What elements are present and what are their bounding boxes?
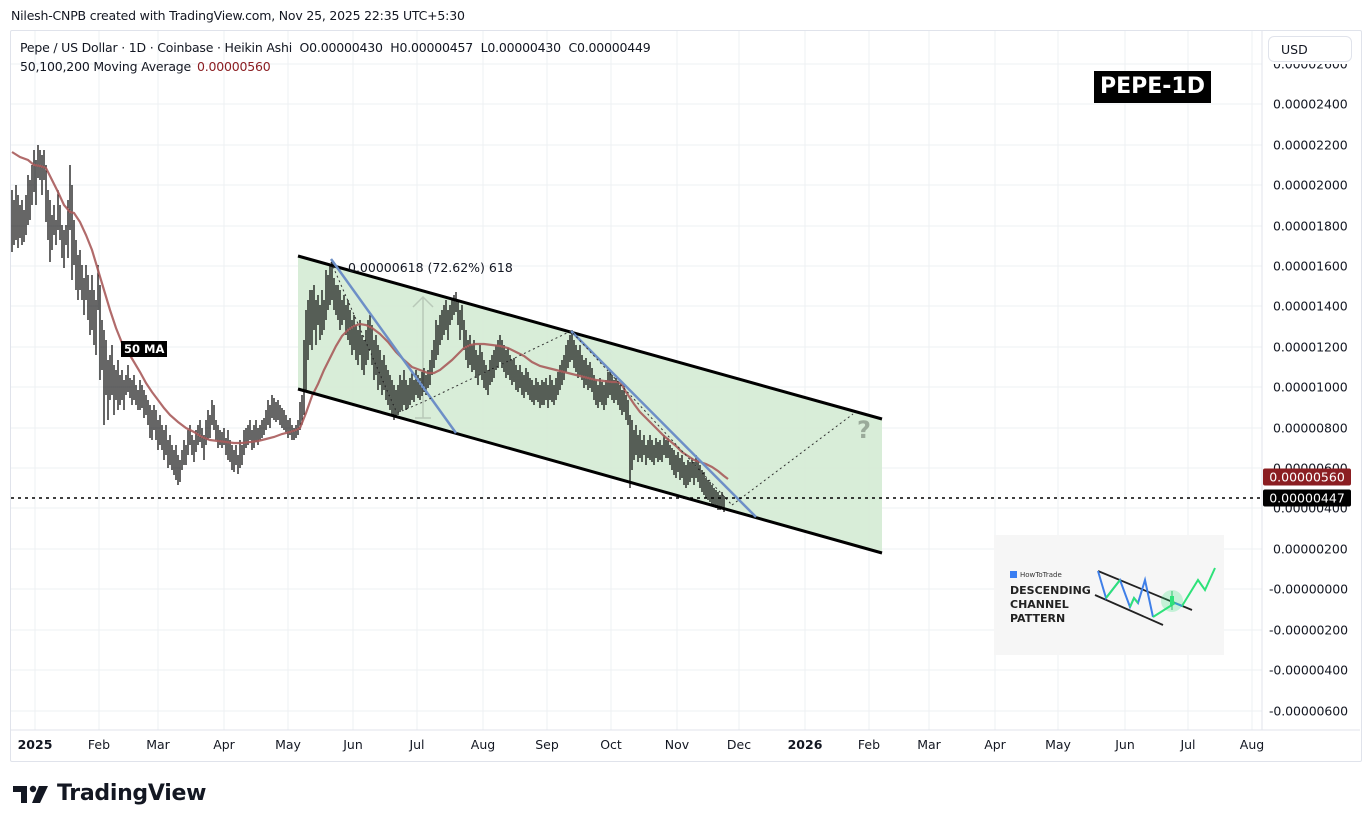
y-tick: -0.00000600 [1269, 703, 1348, 719]
tradingview-logo-icon [13, 785, 48, 803]
ma-price-tag: 0.00000560 [1263, 468, 1351, 486]
chart-credit: Nilesh-CNPB created with TradingView.com… [11, 8, 465, 23]
y-tick: 0.00002200 [1273, 137, 1348, 153]
descending-channel-inset: HowToTrade DESCENDING CHANNEL PATTERN [994, 535, 1224, 655]
tradingview-logo[interactable]: TradingView [13, 781, 206, 806]
dotted-projection-paths [330, 261, 854, 506]
legend-high: H0.00000457 [390, 40, 474, 55]
x-tick: May [275, 737, 301, 752]
chart-legend: Pepe / US Dollar · 1D · Coinbase · Heiki… [20, 38, 651, 76]
x-tick: Mar [146, 737, 170, 752]
x-tick: Aug [1239, 737, 1265, 752]
legend-open: O0.00000430 [299, 40, 383, 55]
legend-close: C0.00000449 [568, 40, 651, 55]
channel-upper-line [297, 254, 883, 421]
trendline-blue-2 [570, 330, 757, 518]
legend-low: L0.00000430 [480, 40, 562, 55]
x-tick: Aug [470, 737, 496, 752]
inset-title-line: PATTERN [1010, 612, 1066, 625]
y-tick: -0.00000000 [1269, 581, 1348, 597]
x-tick: Apr [984, 737, 1006, 752]
measure-arrow [412, 295, 434, 419]
x-tick: Mar [917, 737, 941, 752]
y-tick: 0.00001400 [1273, 298, 1348, 314]
y-tick: -0.00000200 [1269, 622, 1348, 638]
question-mark-annotation: ? [857, 416, 871, 444]
y-tick: 0.00002400 [1273, 96, 1348, 112]
y-tick: 0.00000200 [1273, 541, 1348, 557]
channel-lower-line [297, 387, 883, 555]
y-tick: 0.00001600 [1273, 258, 1348, 274]
x-tick: Feb [857, 737, 881, 752]
howtotrade-brand: HowToTrade [1010, 571, 1062, 579]
price-bars [11, 145, 725, 512]
y-tick: 0.00001000 [1273, 379, 1348, 395]
x-tick: Feb [87, 737, 111, 752]
x-tick: Dec [726, 737, 752, 752]
grid-horizontal [11, 63, 1262, 712]
y-tick: 0.00001800 [1273, 218, 1348, 234]
x-tick: 2025 [17, 737, 53, 752]
inset-pattern-drawing [994, 535, 1224, 655]
legend-ma-row: 50,100,200 Moving Average 0.00000560 [20, 57, 651, 76]
y-tick: 0.00000800 [1273, 420, 1348, 436]
x-tick: Oct [600, 737, 622, 752]
x-tick: 2026 [787, 737, 823, 752]
legend-ma-label[interactable]: 50,100,200 Moving Average [20, 59, 192, 74]
howtotrade-brand-text: HowToTrade [1020, 571, 1062, 579]
trendline-blue-1 [329, 258, 458, 434]
y-tick: 0.00001200 [1273, 339, 1348, 355]
x-tick: May [1045, 737, 1071, 752]
x-tick: Apr [213, 737, 235, 752]
y-tick: 0.00002000 [1273, 177, 1348, 193]
measure-annotation: 0.00000618 (72.62%) 618 [348, 260, 513, 275]
x-tick: Nov [664, 737, 690, 752]
x-tick: Jul [409, 737, 425, 752]
x-tick: Jun [343, 737, 363, 752]
legend-symbol-row: Pepe / US Dollar · 1D · Coinbase · Heiki… [20, 38, 651, 57]
y-tick: 0.00002600 [1273, 56, 1348, 72]
pepe-1d-label: PEPE-1D [1094, 71, 1212, 103]
tradingview-logo-text: TradingView [57, 781, 207, 806]
x-tick: Jun [1115, 737, 1135, 752]
y-tick: -0.00000400 [1269, 662, 1348, 678]
inset-title-line: DESCENDING [1010, 584, 1091, 597]
legend-symbol[interactable]: Pepe / US Dollar · 1D · Coinbase · Heiki… [20, 40, 292, 55]
inset-title-line: CHANNEL [1010, 598, 1069, 611]
ma-50-label: 50 MA [121, 341, 168, 357]
last-price-tag: 0.00000447 [1263, 489, 1351, 507]
currency-button[interactable]: USD [1268, 36, 1352, 62]
x-tick: Sep [535, 737, 559, 752]
howtotrade-logo-icon [1010, 571, 1017, 578]
inset-title: DESCENDING CHANNEL PATTERN [1010, 584, 1091, 626]
x-tick: Jul [1180, 737, 1196, 752]
legend-ma-value: 0.00000560 [197, 59, 271, 74]
